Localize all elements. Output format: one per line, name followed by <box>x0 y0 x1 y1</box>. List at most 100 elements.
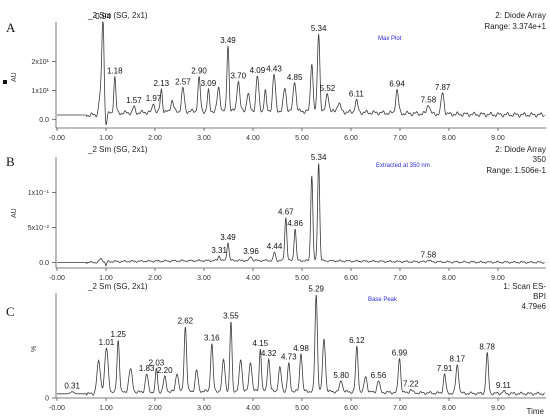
peak-label-a-1: 0.94 <box>95 12 111 21</box>
peak-label-a-8: 2.57 <box>175 77 191 86</box>
panel-c-ylabel: % <box>31 346 38 352</box>
peak-label-a-27: 7.87 <box>435 83 451 92</box>
x-tick-label-c-3: 3.00 <box>197 405 211 412</box>
panel-b-y-ticks: 0.0 5x10⁻² 1x10⁻¹ <box>28 190 56 267</box>
x-tick-label-c-5: 5.00 <box>295 405 309 412</box>
x-tick-label-b-9: 9.00 <box>491 275 505 282</box>
peak-label-a-9: 2.90 <box>191 66 207 75</box>
peak-label-a-10: 3.09 <box>201 79 217 88</box>
panel-a-trace <box>56 21 545 126</box>
x-tick-label-b-7: 7.00 <box>393 275 407 282</box>
panel-a-sample-label: _2 Sm (SG, 2x1) <box>87 11 148 20</box>
x-tick-label-c-0: -0.00 <box>49 405 65 412</box>
x-tick-label-a-6: 6.00 <box>344 135 358 142</box>
x-tick-label-a-1: 1.00 <box>99 135 113 142</box>
peak-label-a-24: 6.11 <box>349 89 365 98</box>
panel-b-extra: 350 <box>533 155 547 164</box>
y-tick-label-b-1: 5x10⁻² <box>28 225 50 232</box>
x-tick-label-a-4: 4.00 <box>246 135 260 142</box>
y-tick-label-a-2: 2x10¹ <box>31 59 49 66</box>
peak-label-c-13: 3.55 <box>223 311 239 320</box>
peak-label-a-4: 1.57 <box>126 96 142 105</box>
panel-c-letter: C <box>6 304 15 319</box>
panel-b-ylabel: AU <box>11 208 18 218</box>
peak-label-c-19: 4.73 <box>281 353 297 362</box>
peak-label-a-5: 1.97 <box>146 94 162 103</box>
x-tick-label-b-4: 4.00 <box>246 275 260 282</box>
peak-label-c-23: 5.80 <box>333 371 349 380</box>
peak-label-b-4: 3.96 <box>243 247 259 256</box>
peak-label-a-3: 1.18 <box>107 66 123 75</box>
peak-label-c-27: 6.99 <box>392 348 408 357</box>
panel-b-range: Range: 1.506e-1 <box>486 166 546 175</box>
panel-c-x-ticks: -0.00 1.00 2.00 3.00 4.00 5.00 6.00 7.00 8.00 9.0… <box>49 398 505 412</box>
peak-label-c-32: 9.11 <box>496 381 512 390</box>
panel-a-peak-labels: 0.94 1.18 1.57 1.97 2.13 2.572.90 3.09 3.49 3.70… <box>95 12 451 105</box>
x-tick-label-c-2: 2.00 <box>148 405 162 412</box>
peak-label-c-20: 4.98 <box>293 344 309 353</box>
peak-label-c-2: 1.01 <box>99 338 115 347</box>
panel-a-letter: A <box>6 20 16 35</box>
peak-label-a-22: 5.52 <box>320 84 336 93</box>
panel-b: B _2 Sm (SG, 2x1) 2: Diode Array 350 Ran… <box>6 145 547 282</box>
peak-label-a-13: 3.70 <box>230 72 246 81</box>
peak-label-a-17: 4.43 <box>266 64 282 73</box>
x-tick-label-a-0: -0.00 <box>49 135 65 142</box>
panel-b-x-ticks: -0.00 1.00 2.00 3.00 4.00 5.00 6.00 7.00 8.00 9.0… <box>49 268 505 282</box>
peak-label-a-25: 6.94 <box>389 79 405 88</box>
peak-label-c-7: 2.20 <box>157 366 173 375</box>
peak-label-c-26: 6.56 <box>371 371 387 380</box>
panel-a-trace-label: Max Plot <box>378 36 402 42</box>
x-tick-label-c-9: 9.00 <box>491 405 505 412</box>
peak-label-c-28: 7.22 <box>403 379 419 388</box>
peak-label-a-19: 4.85 <box>287 73 303 82</box>
y-tick-label-b-2: 1x10⁻¹ <box>28 190 50 197</box>
panel-a-range: Range: 3.374e+1 <box>484 22 546 31</box>
peak-label-a-6: 2.13 <box>154 79 170 88</box>
x-tick-label-a-5: 5.00 <box>295 135 309 142</box>
panel-a: A _2 Sm (SG, 2x1) 2: Diode Array Range: … <box>3 11 547 142</box>
panel-c-y-ticks: 0 <box>45 396 56 403</box>
x-tick-label-c-7: 7.00 <box>393 405 407 412</box>
peak-label-b-6: 4.67 <box>278 207 294 216</box>
x-tick-label-b-3: 3.00 <box>197 275 211 282</box>
x-tick-label-a-2: 2.00 <box>148 135 162 142</box>
peak-label-c-0: 0.31 <box>64 382 80 391</box>
peak-label-b-3: 3.49 <box>220 233 236 242</box>
peak-label-c-5: 1.83 <box>139 364 155 373</box>
peak-label-c-6: 2.03 <box>149 358 165 367</box>
panel-a-marker-icon <box>3 80 7 84</box>
peak-label-c-11: 3.16 <box>204 334 220 343</box>
x-tick-label-b-8: 8.00 <box>442 275 456 282</box>
y-tick-label-c-0: 0 <box>45 396 49 403</box>
panel-c-trace <box>56 294 545 396</box>
peak-label-c-9: 2.62 <box>178 317 194 326</box>
x-tick-label-a-7: 7.00 <box>393 135 407 142</box>
x-tick-label-a-9: 9.00 <box>491 135 505 142</box>
x-tick-label-c-4: 4.00 <box>246 405 260 412</box>
panel-c-trace-label: Base Peak <box>368 297 398 303</box>
panel-c: C _2 Sm (SG, 2x1) 1: Scan ES- BPI 4.79e6… <box>6 282 547 416</box>
x-tick-label-c-6: 6.00 <box>344 405 358 412</box>
panel-b-sample-label: _2 Sm (SG, 2x1) <box>87 145 148 154</box>
panel-a-detector: 2: Diode Array <box>495 11 546 20</box>
x-tick-label-b-2: 2.00 <box>148 275 162 282</box>
x-tick-label-b-5: 5.00 <box>295 275 309 282</box>
panel-a-ylabel: AU <box>11 72 18 82</box>
peak-label-b-5: 4.44 <box>267 242 283 251</box>
panel-c-extra: BPI <box>533 292 546 301</box>
panel-c-sample-label: _2 Sm (SG, 2x1) <box>87 282 148 291</box>
peak-label-b-9: 5.34 <box>311 153 327 162</box>
x-tick-label-b-6: 6.00 <box>344 275 358 282</box>
x-tick-label-a-3: 3.00 <box>197 135 211 142</box>
x-tick-label-c-8: 8.00 <box>442 405 456 412</box>
panel-b-trace <box>56 163 545 267</box>
y-tick-label-a-1: 1x10¹ <box>31 88 49 95</box>
peak-label-c-31: 8.78 <box>479 342 495 351</box>
panel-c-peak-labels: 0.31 1.011.25 1.832.032.20 2.62 3.16 3.55 4.15… <box>64 284 511 390</box>
x-tick-label-c-1: 1.00 <box>99 405 113 412</box>
peak-label-c-29: 7.91 <box>437 364 453 373</box>
peak-label-a-26: 7.58 <box>421 96 437 105</box>
panel-a-x-ticks: -0.00 1.00 2.00 3.00 4.00 5.00 6.00 7.00 8.00 9.0… <box>49 128 505 142</box>
